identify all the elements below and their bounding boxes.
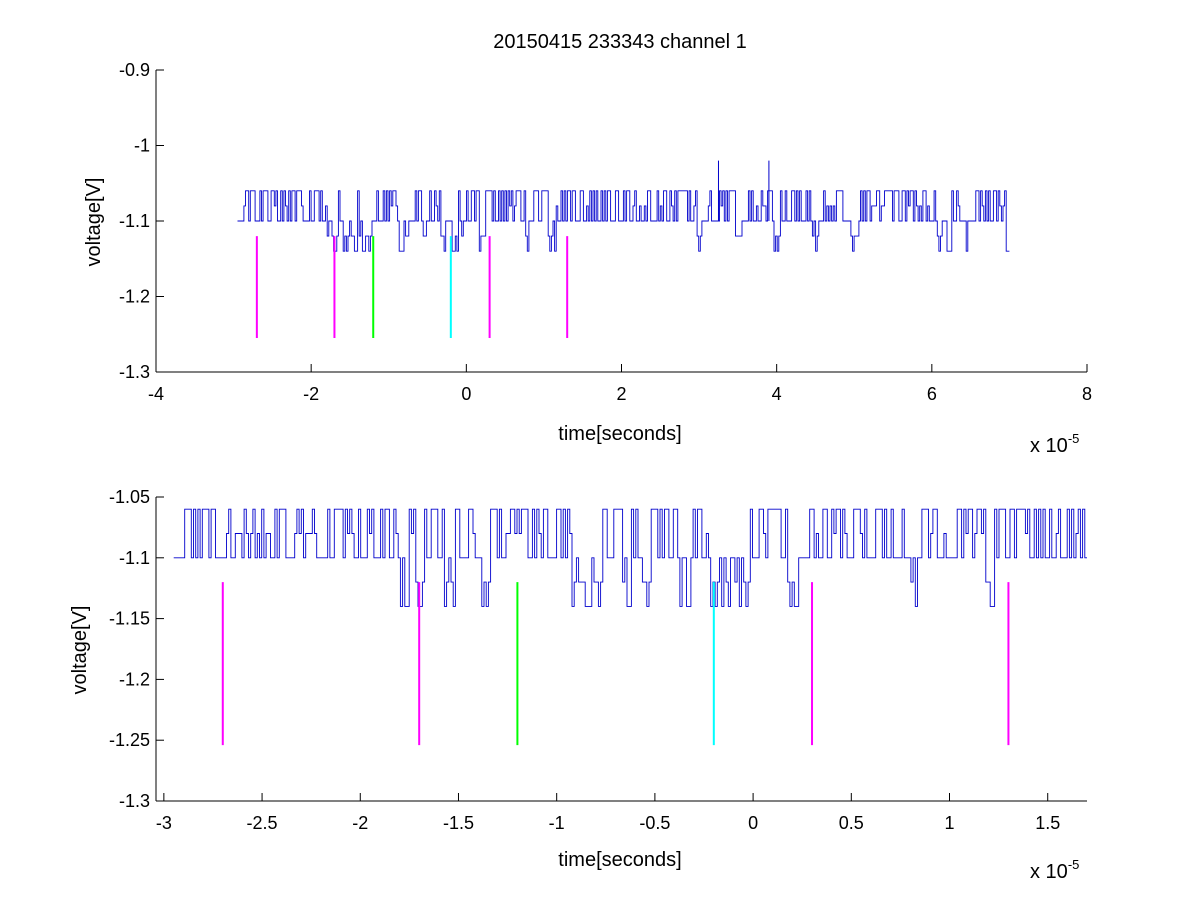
x-tick-label: -2 [303,384,319,404]
y-tick-label: -1.05 [109,487,150,507]
y-tick-label: -1.25 [109,730,150,750]
y-tick-label: -1.2 [119,287,150,307]
y-tick-label: -1.3 [119,791,150,811]
bottom-ylabel: voltage[V] [69,606,91,695]
x-tick-label: -3 [156,813,172,833]
bottom-x-scale-factor: x 10-5 [1030,857,1079,883]
x-tick-label: -4 [148,384,164,404]
x-tick-label: -0.5 [639,813,670,833]
top-x-scale-factor: x 10-5 [1030,431,1079,457]
x-tick-label: 1.5 [1035,813,1060,833]
x-tick-label: 2 [616,384,626,404]
x-tick-label: -1 [549,813,565,833]
chart-title: 20150415 233343 channel 1 [493,31,747,53]
top-ylabel: voltage[V] [83,178,105,267]
x-tick-label: 4 [772,384,782,404]
axes-frame: -4 -2 0 2 4 6 8 -1.3 -1.2 -1.1 -1 -0.9 [119,60,1092,404]
top-subplot: -4 -2 0 2 4 6 8 -1.3 -1.2 -1.1 -1 -0.9 time[seconds… [83,60,1092,457]
x-tick-label: -2 [352,813,368,833]
top-xlabel: time[seconds] [558,423,681,445]
y-tick-label: -1.3 [119,362,150,382]
x-tick-label: 8 [1082,384,1092,404]
x-tick-label: 6 [927,384,937,404]
y-tick-label: -1.2 [119,669,150,689]
signal-trace-group [173,508,1087,607]
y-tick-label: -1.1 [119,211,150,231]
x-tick-label: 0 [461,384,471,404]
voltage-trace [237,190,1010,252]
y-tick-label: -1 [134,136,150,156]
x-tick-label: -1.5 [443,813,474,833]
bottom-xlabel: time[seconds] [558,849,681,871]
y-tick-label: -1.15 [109,609,150,629]
voltage-trace [173,508,1087,607]
event-marker-group [255,236,569,339]
event-marker-group [221,582,1010,746]
y-tick-label: -0.9 [119,60,150,80]
signal-trace-group [237,160,1010,252]
x-tick-label: 1 [945,813,955,833]
x-tick-label: 0.5 [839,813,864,833]
x-tick-label: -2.5 [247,813,278,833]
axes-frame: -3 -2.5 -2 -1.5 -1 -0.5 0 0.5 1 1.5 -1.3 -1.25 -1.2 -… [109,487,1087,833]
x-tick-label: 0 [748,813,758,833]
bottom-subplot: -3 -2.5 -2 -1.5 -1 -0.5 0 0.5 1 1.5 -1.3 -1.25 -1.2 -… [69,487,1087,883]
y-tick-label: -1.1 [119,548,150,568]
